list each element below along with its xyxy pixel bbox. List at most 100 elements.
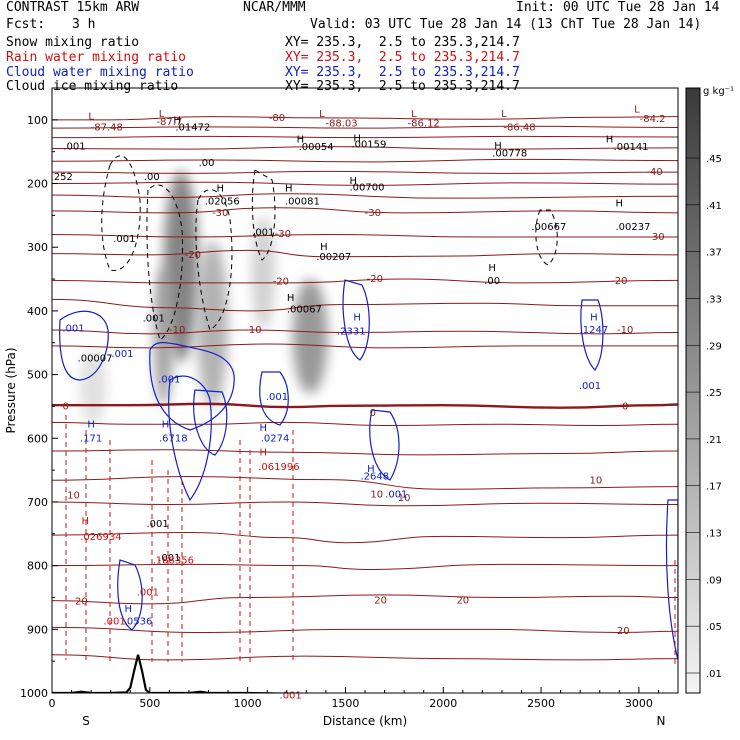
y-tick-label: 900 [27, 623, 48, 636]
y-tick-label: 200 [27, 178, 48, 191]
y-tick-label: 400 [27, 305, 48, 318]
contour-label: -86.12 [408, 119, 440, 130]
y-tick-label: 100 [27, 114, 48, 127]
contour-label: .001 [280, 691, 302, 702]
contour-label: -20 [611, 276, 627, 287]
isotherm-line [52, 626, 678, 634]
contour-label: H [367, 464, 375, 475]
contour-label: H [260, 447, 268, 458]
isotherm-line [52, 249, 678, 258]
contour-label: 10 [370, 489, 383, 500]
isotherm-line [52, 135, 678, 139]
contour-label: .001 [113, 234, 135, 245]
contour-label: .026934 [80, 532, 121, 543]
contour-label: H [616, 198, 624, 209]
cloud-water-contour [665, 499, 678, 661]
isotherm-line [52, 532, 678, 544]
contour-label: H [162, 419, 170, 430]
isotherm-line [52, 449, 678, 456]
isotherm-line [52, 594, 678, 605]
field-cloudice-name: Cloud ice mixing ratio [6, 79, 179, 94]
snow-shading-layer [79, 170, 328, 426]
cloud-water-contour [59, 310, 109, 381]
contour-label: H [349, 176, 357, 187]
x-tick-label: 2000 [429, 697, 457, 710]
contour-label: .00 [199, 158, 215, 169]
cloud-ice-contour [146, 184, 184, 341]
y-tick-label: 800 [27, 560, 48, 573]
axes-layer: 0 500 1000 1500 2000 2500 30001002003004005006… [4, 114, 665, 728]
contour-label: .00007 [78, 354, 113, 365]
contour-label: 0 [622, 401, 628, 412]
contour-label: .252 [51, 172, 73, 183]
contour-label: H [81, 516, 89, 527]
contour-label: L [501, 109, 507, 120]
contour-label: .001 [103, 617, 125, 628]
contour-label: .001 [62, 324, 84, 335]
isotherm-line [52, 298, 678, 312]
contour-label: -10 [617, 325, 633, 336]
colorbar-label: .41 [706, 201, 722, 212]
contour-label: -88.03 [325, 119, 357, 130]
contour-label: .00081 [285, 196, 320, 207]
x-tick-label: 2500 [527, 697, 555, 710]
y-tick-label: 700 [27, 496, 48, 509]
contour-label: .188356 [153, 556, 194, 567]
contour-label: .001 [63, 142, 85, 153]
isotherm-line [52, 402, 678, 409]
contour-label: H [216, 184, 224, 195]
contour-label: L [88, 112, 94, 123]
colorbar-label: .13 [706, 529, 722, 540]
contour-label: .001 [266, 392, 288, 403]
contour-label: .00141 [614, 142, 649, 153]
cloud-water-contour [342, 279, 370, 361]
contour-label: L [411, 109, 417, 120]
forecast-hours: 3 h [72, 17, 96, 32]
contour-label: -80 [269, 113, 285, 124]
isotherm-line [52, 158, 678, 163]
contour-label: 10 [67, 491, 80, 502]
isotherm-line [52, 146, 678, 150]
y-axis-label: Pressure (hPa) [4, 347, 18, 433]
isotherm-line [52, 125, 678, 129]
contour-label: .00207 [316, 252, 351, 263]
contour-label: H [285, 184, 293, 195]
terrain-line [52, 654, 330, 693]
x-tick-label: 1500 [331, 697, 359, 710]
x-tick-label: 3000 [625, 697, 653, 710]
colorbar-label: .21 [706, 435, 722, 446]
contour-label: .02056 [205, 196, 240, 207]
cloud-water-contour [149, 342, 235, 431]
cloud-water-contour [168, 375, 212, 502]
isotherm-line [52, 233, 678, 238]
contour-label: -20 [367, 274, 383, 285]
contour-label: .2648 [360, 471, 389, 482]
cloud-ice-contour [251, 169, 276, 261]
contour-label: .001 [158, 553, 180, 564]
isotherm-line [52, 181, 678, 186]
isotherm-line [52, 170, 678, 174]
contour-label: .01472 [175, 122, 210, 133]
y-tick-label: 600 [27, 432, 48, 445]
snow-blob [196, 240, 229, 407]
isotherm-line [52, 193, 678, 199]
y-tick-label: 500 [27, 369, 48, 382]
contour-label: .00 [144, 172, 160, 183]
contour-label: L [319, 109, 325, 120]
colorbar-label: .33 [706, 294, 722, 305]
cloud-water-contour [369, 409, 400, 481]
snow-blob [292, 279, 328, 394]
contour-label: -30 [275, 229, 291, 240]
contour-label: .001 [579, 381, 601, 392]
colorbar: .45 .41 .37 .33 .29 .25 .21 .17 .13 .09 .05 .01 g k… [685, 86, 734, 694]
colorbar-ramp [685, 87, 701, 694]
field-snow-name: Snow mixing ratio [6, 35, 140, 50]
contour-label: .001 [147, 519, 169, 530]
contour-label: H [260, 423, 268, 434]
x-tick-label: 500 [139, 697, 160, 710]
field-rain-name: Rain water mixing ratio [6, 50, 187, 65]
colorbar-label: .05 [706, 622, 722, 633]
contour-label: H [87, 419, 95, 430]
contour-label: H [125, 604, 133, 615]
contour-label: .001 [252, 228, 274, 239]
